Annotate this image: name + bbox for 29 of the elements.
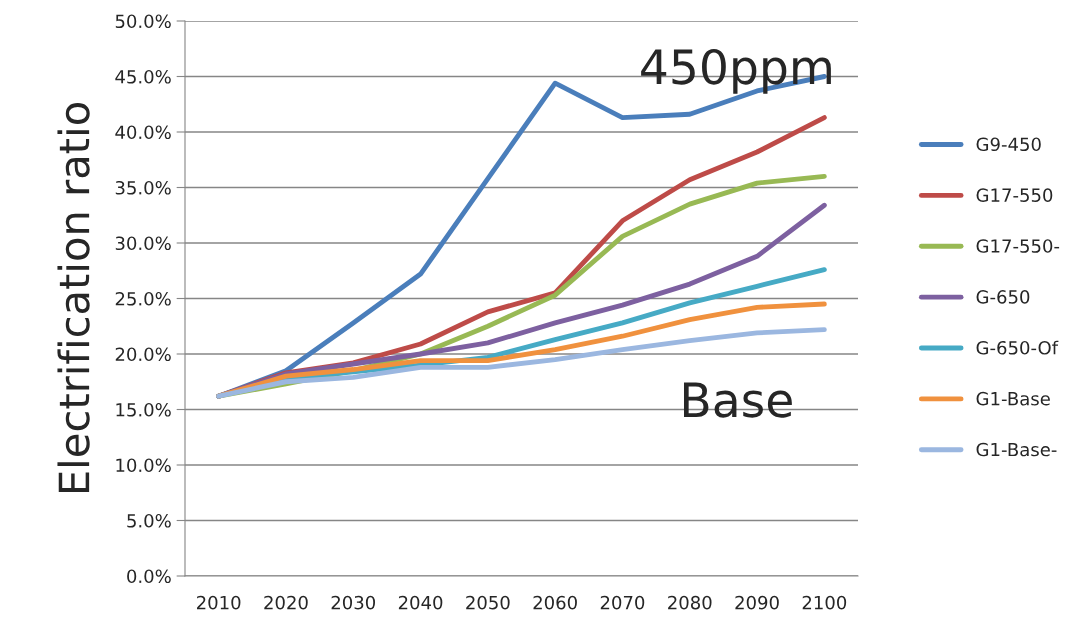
y-tick-label: 0.0% <box>127 569 171 584</box>
x-tick-label: 2050 <box>466 595 510 610</box>
y-tick-label: 45.0% <box>115 69 171 84</box>
y-tick-label: 50.0% <box>115 14 171 29</box>
legend-label: G-650 <box>976 290 1030 304</box>
y-tick-label: 10.0% <box>116 458 171 473</box>
legend-label: G1-Base- <box>976 442 1057 457</box>
y-tick-label: 35.0% <box>115 180 171 195</box>
y-tick-label: 40.0% <box>115 125 171 140</box>
x-tick-label: 2040 <box>398 595 443 610</box>
legend-label: G17-550 <box>976 188 1053 202</box>
x-tick-label: 2090 <box>735 595 779 610</box>
x-tick-label: 2020 <box>264 595 308 610</box>
x-tick-label: 2010 <box>197 595 241 610</box>
x-tick-label: 2080 <box>668 595 712 610</box>
x-tick-label: 2030 <box>331 595 376 610</box>
legend-label: G-650-Of <box>976 340 1059 355</box>
y-tick-label: 25.0% <box>115 291 171 306</box>
y-axis-title: Electrification ratio <box>57 103 90 493</box>
legend-label: G1-Base <box>976 391 1050 406</box>
y-tick-label: 20.0% <box>115 347 171 362</box>
y-tick-label: 15.0% <box>116 402 171 417</box>
legend-label: G17-550- <box>976 239 1060 253</box>
y-tick-label: 5.0% <box>127 513 171 528</box>
y-tick-label: 30.0% <box>115 236 171 251</box>
x-tick-label: 2070 <box>600 595 645 610</box>
legend-label: G9-450 <box>976 137 1041 152</box>
x-tick-label: 2060 <box>533 595 577 610</box>
x-tick-label: 2100 <box>802 595 847 610</box>
